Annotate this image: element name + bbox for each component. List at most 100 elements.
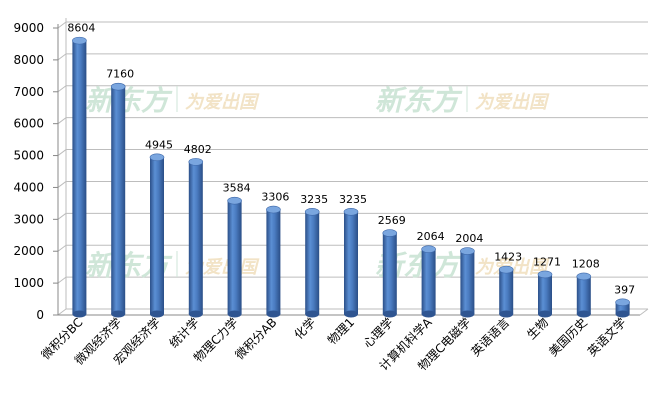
gridline-slant [57, 85, 67, 93]
y-tick-label: 1000 [13, 276, 44, 290]
y-tick-label: 0 [36, 308, 44, 322]
x-tick-label: 心理学 [360, 315, 396, 351]
watermark-logo: 新东方为爱出国 [85, 84, 260, 117]
gridline-slant [57, 117, 67, 125]
bar-bottom [111, 310, 126, 318]
x-tick-label: 微积分AB [233, 315, 280, 362]
bar-top [382, 229, 398, 237]
bar-top [266, 205, 281, 214]
gridline-slant [57, 276, 67, 284]
data-label: 1423 [494, 251, 522, 264]
bar-top [421, 245, 436, 253]
data-label: 3235 [300, 193, 328, 206]
x-tick-label: 统计学 [166, 315, 202, 351]
watermark-logo: 新东方为爱出国 [375, 84, 550, 117]
bar-body [421, 249, 436, 314]
bar [460, 247, 475, 318]
data-label: 2004 [455, 232, 483, 245]
bar-top [343, 208, 359, 216]
bar-bottom [460, 310, 475, 318]
bar-body [150, 157, 164, 314]
gridline-slant [57, 308, 67, 316]
gridline-slant [57, 212, 67, 220]
bar-body [305, 211, 320, 314]
y-tick-label: 6000 [13, 117, 44, 131]
bar-top [576, 272, 592, 281]
bar-bottom [266, 310, 281, 318]
bar-body [72, 40, 87, 315]
watermark-slogan: 为爱出国 [475, 257, 550, 278]
data-label: 2569 [378, 214, 406, 227]
gridline-slant [57, 244, 67, 252]
bar [188, 158, 204, 318]
y-tick-label: 7000 [13, 85, 44, 99]
bar [72, 36, 87, 318]
watermark-brand: 新东方 [85, 84, 173, 117]
data-label: 3306 [261, 191, 289, 204]
bar [382, 229, 398, 318]
floor-edge [639, 308, 649, 316]
x-tick-label: 物理1 [325, 315, 357, 347]
bar-body [266, 209, 281, 314]
data-label: 7160 [106, 68, 134, 81]
bar-body [499, 269, 514, 314]
bar-top [537, 270, 553, 279]
bars [72, 36, 630, 318]
bar-top [72, 36, 87, 45]
data-label: 397 [614, 283, 635, 296]
bar-bottom [227, 310, 242, 318]
bar-top [615, 298, 630, 307]
gridline-slant [57, 181, 67, 188]
bar-body [188, 161, 203, 314]
bar-bottom [538, 310, 552, 318]
labels: 8604微积分BC7160微观经济学4945宏观经济学4802统计学3584物理… [39, 22, 636, 374]
bar-body [344, 211, 358, 314]
gridline-slant [57, 149, 67, 156]
bar [110, 82, 126, 318]
gridline-slant [57, 21, 67, 29]
y-tick-label: 2000 [13, 244, 44, 258]
bar-bottom [615, 310, 630, 318]
x-tick-label: 化学 [291, 315, 319, 343]
data-label: 2064 [417, 230, 445, 243]
bar [576, 272, 592, 318]
bar-bottom [188, 310, 203, 318]
bar-top [110, 82, 126, 91]
bar [149, 153, 165, 318]
bar-top [149, 153, 165, 162]
bar-top [227, 196, 242, 205]
bar-top [498, 265, 514, 274]
bar-body [382, 233, 397, 314]
bar-bottom [150, 310, 164, 318]
bar-bottom [499, 310, 514, 318]
axes: 0 1000 2000 3000 4000 5000 6000 7000 8000 9000 [13, 18, 649, 322]
bar-bottom [305, 310, 320, 318]
bar-bottom [576, 310, 591, 318]
y-tick-label: 9000 [13, 21, 44, 35]
bar-body [615, 302, 630, 314]
data-label: 3235 [339, 193, 367, 206]
data-label: 8604 [67, 22, 95, 35]
bar-body [460, 251, 475, 314]
watermark-brand: 新东方 [375, 84, 463, 117]
bar [266, 205, 281, 318]
bar-bottom [421, 310, 436, 318]
bar-body [576, 276, 591, 314]
bar [227, 196, 242, 318]
bar [615, 298, 630, 318]
gridline-slant [57, 53, 67, 61]
data-label: 4945 [145, 138, 173, 151]
bar-bottom [72, 310, 87, 318]
data-label: 4802 [184, 143, 212, 156]
watermark-slogan: 为爱出国 [475, 92, 550, 113]
bar [421, 245, 436, 318]
x-tick-label: 生物 [524, 315, 551, 342]
y-tick-label: 5000 [13, 149, 44, 163]
x-tick-label: 英语语言 [468, 315, 512, 359]
watermark: 新东方为爱出国新东方为爱出国新东方为爱出国新东方为爱出国 [85, 84, 550, 282]
bar [498, 265, 514, 318]
watermark-slogan: 为爱出国 [185, 92, 260, 113]
data-label: 1208 [572, 257, 600, 270]
bar-bottom [344, 310, 358, 318]
